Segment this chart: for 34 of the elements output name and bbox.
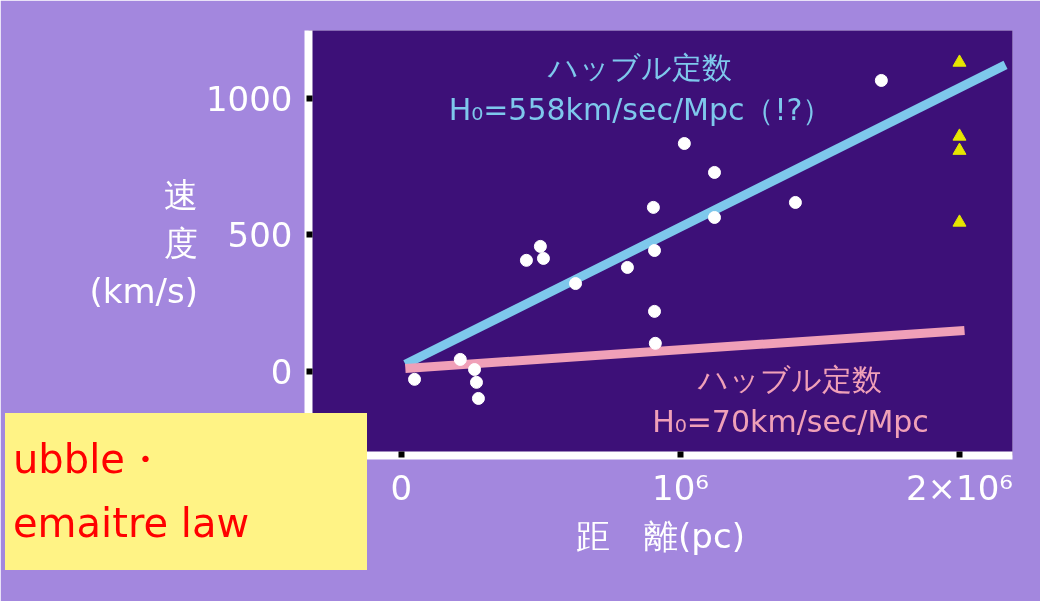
point (471, 391, 485, 405)
point (469, 375, 483, 389)
point (677, 137, 691, 150)
point (468, 363, 482, 377)
point (788, 195, 802, 209)
point (952, 142, 967, 155)
y-tick-label: 500 (227, 215, 293, 256)
point (707, 210, 721, 224)
annotation: ハッブル定数 H₀=70km/sec/Mpc (652, 362, 929, 439)
annotation: ハッブル定数 H₀=558km/sec/Mpc（!?） (448, 50, 833, 127)
point (533, 239, 547, 253)
point (874, 73, 888, 87)
point (536, 251, 550, 265)
y-axis-title: 速度(km/s) (89, 175, 198, 311)
point (648, 336, 662, 350)
point (648, 244, 661, 257)
point (646, 200, 660, 214)
x-tick-label: 0 (390, 467, 413, 508)
y-tick-label: 0 (270, 351, 293, 392)
point (952, 128, 967, 141)
point (519, 253, 533, 267)
point (952, 54, 967, 67)
x-tick-label: 10⁶ (652, 467, 709, 508)
point (952, 214, 967, 227)
y-tick-label: 1000 (205, 78, 293, 119)
x-axis-title: 距 離(pc) (576, 515, 745, 556)
x-tick-label: 2×10⁶ (905, 467, 1013, 508)
point (569, 277, 583, 291)
point (453, 352, 467, 366)
point (620, 260, 634, 274)
point (408, 372, 422, 386)
point (707, 165, 721, 179)
point (648, 304, 661, 318)
text: ubble・ emaitre law (13, 435, 250, 548)
